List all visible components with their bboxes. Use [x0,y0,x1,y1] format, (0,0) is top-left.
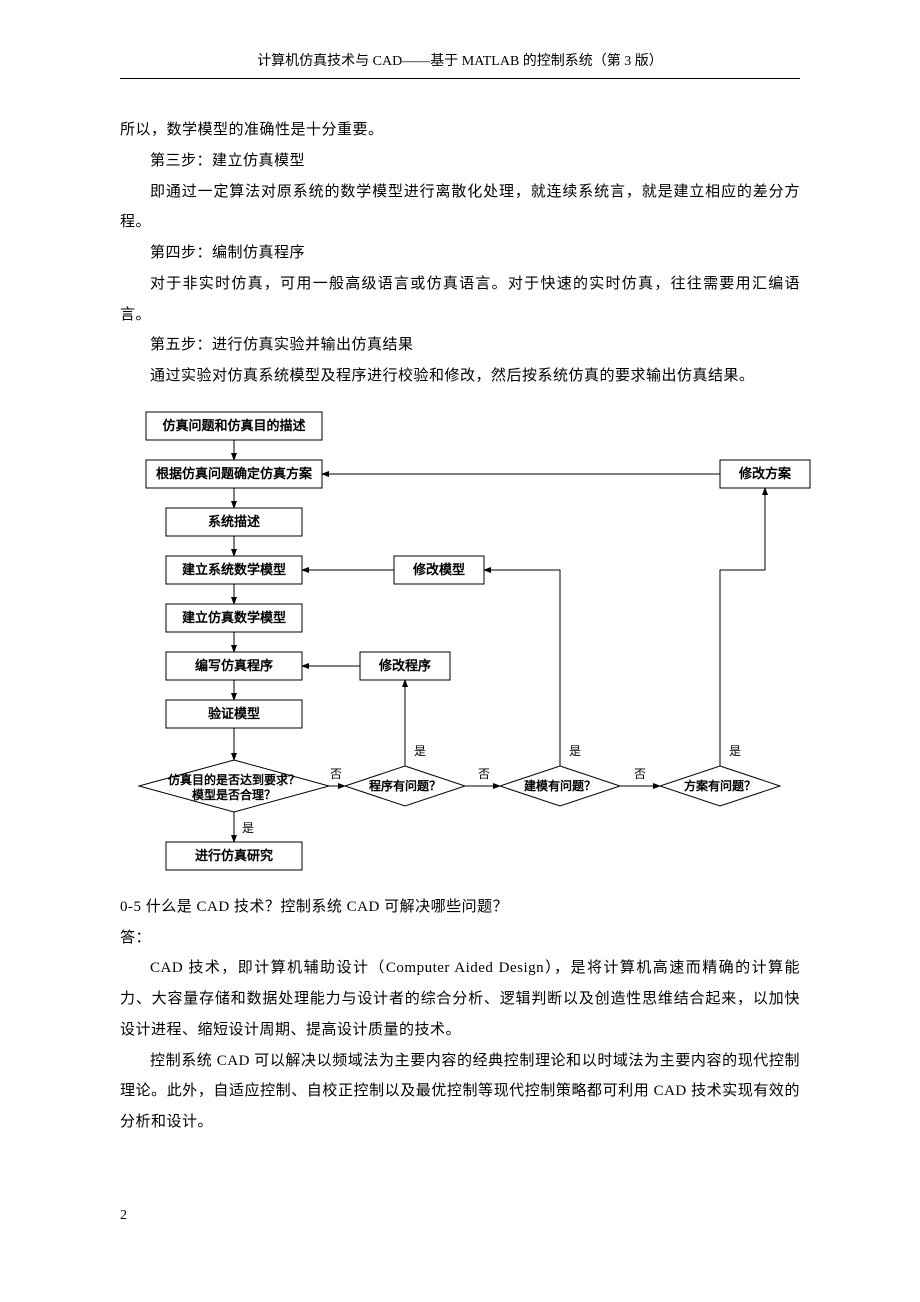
svg-text:编写仿真程序: 编写仿真程序 [195,658,273,673]
svg-text:否: 否 [478,767,490,781]
svg-text:根据仿真问题确定仿真方案: 根据仿真问题确定仿真方案 [156,466,313,481]
para-2: 第三步：建立仿真模型 [120,146,800,177]
svg-text:方案有问题？: 方案有问题？ [684,778,756,793]
para-5: 对于非实时仿真，可用一般高级语言或仿真语言。对于快速的实时仿真，往往需要用汇编语… [120,269,800,331]
svg-text:是: 是 [242,821,254,835]
para-4: 第四步：编制仿真程序 [120,238,800,269]
page-number: 2 [120,1208,800,1224]
svg-text:仿真目的是否达到要求？: 仿真目的是否达到要求？ [168,772,300,787]
svg-text:建立仿真数学模型: 建立仿真数学模型 [182,610,286,625]
svg-text:建立系统数学模型: 建立系统数学模型 [182,562,286,577]
svg-text:是: 是 [414,744,426,758]
question-0-5: 0-5 什么是 CAD 技术？控制系统 CAD 可解决哪些问题？ [120,892,800,923]
answer-p2: 控制系统 CAD 可以解决以频域法为主要内容的经典控制理论和以时域法为主要内容的… [120,1046,800,1138]
flowchart-diagram: 是否否否是是是仿真问题和仿真目的描述根据仿真问题确定仿真方案系统描述建立系统数学… [120,402,800,880]
page-header: 计算机仿真技术与 CAD——基于 MATLAB 的控制系统（第 3 版） [120,50,800,79]
svg-text:进行仿真研究: 进行仿真研究 [195,848,273,863]
svg-text:否: 否 [330,767,342,781]
answer-p1: CAD 技术，即计算机辅助设计（Computer Aided Design），是… [120,953,800,1045]
svg-text:验证模型: 验证模型 [208,706,260,721]
svg-text:修改方案: 修改方案 [738,466,792,481]
svg-text:否: 否 [634,767,646,781]
answer-label: 答： [120,923,800,954]
para-7: 通过实验对仿真系统模型及程序进行校验和修改，然后按系统仿真的要求输出仿真结果。 [120,361,800,392]
svg-text:是: 是 [569,744,581,758]
svg-text:修改程序: 修改程序 [378,658,431,673]
svg-text:修改模型: 修改模型 [412,562,465,577]
body-text-block: 所以，数学模型的准确性是十分重要。 第三步：建立仿真模型 即通过一定算法对原系统… [120,115,800,392]
svg-text:程序有问题？: 程序有问题？ [369,778,441,793]
svg-text:系统描述: 系统描述 [208,514,260,529]
qa-block: 0-5 什么是 CAD 技术？控制系统 CAD 可解决哪些问题？ 答： CAD … [120,892,800,1138]
document-page: 计算机仿真技术与 CAD——基于 MATLAB 的控制系统（第 3 版） 所以，… [0,0,920,1264]
para-3: 即通过一定算法对原系统的数学模型进行离散化处理，就连续系统言，就是建立相应的差分… [120,177,800,239]
header-title: 计算机仿真技术与 CAD——基于 MATLAB 的控制系统（第 3 版） [257,54,663,69]
para-1: 所以，数学模型的准确性是十分重要。 [120,115,800,146]
flowchart-svg: 是否否否是是是仿真问题和仿真目的描述根据仿真问题确定仿真方案系统描述建立系统数学… [120,402,820,880]
svg-text:模型是否合理？: 模型是否合理？ [192,787,276,802]
svg-text:建模有问题？: 建模有问题？ [523,778,596,793]
svg-text:是: 是 [729,744,741,758]
svg-text:仿真问题和仿真目的描述: 仿真问题和仿真目的描述 [162,418,305,433]
para-6: 第五步：进行仿真实验并输出仿真结果 [120,330,800,361]
